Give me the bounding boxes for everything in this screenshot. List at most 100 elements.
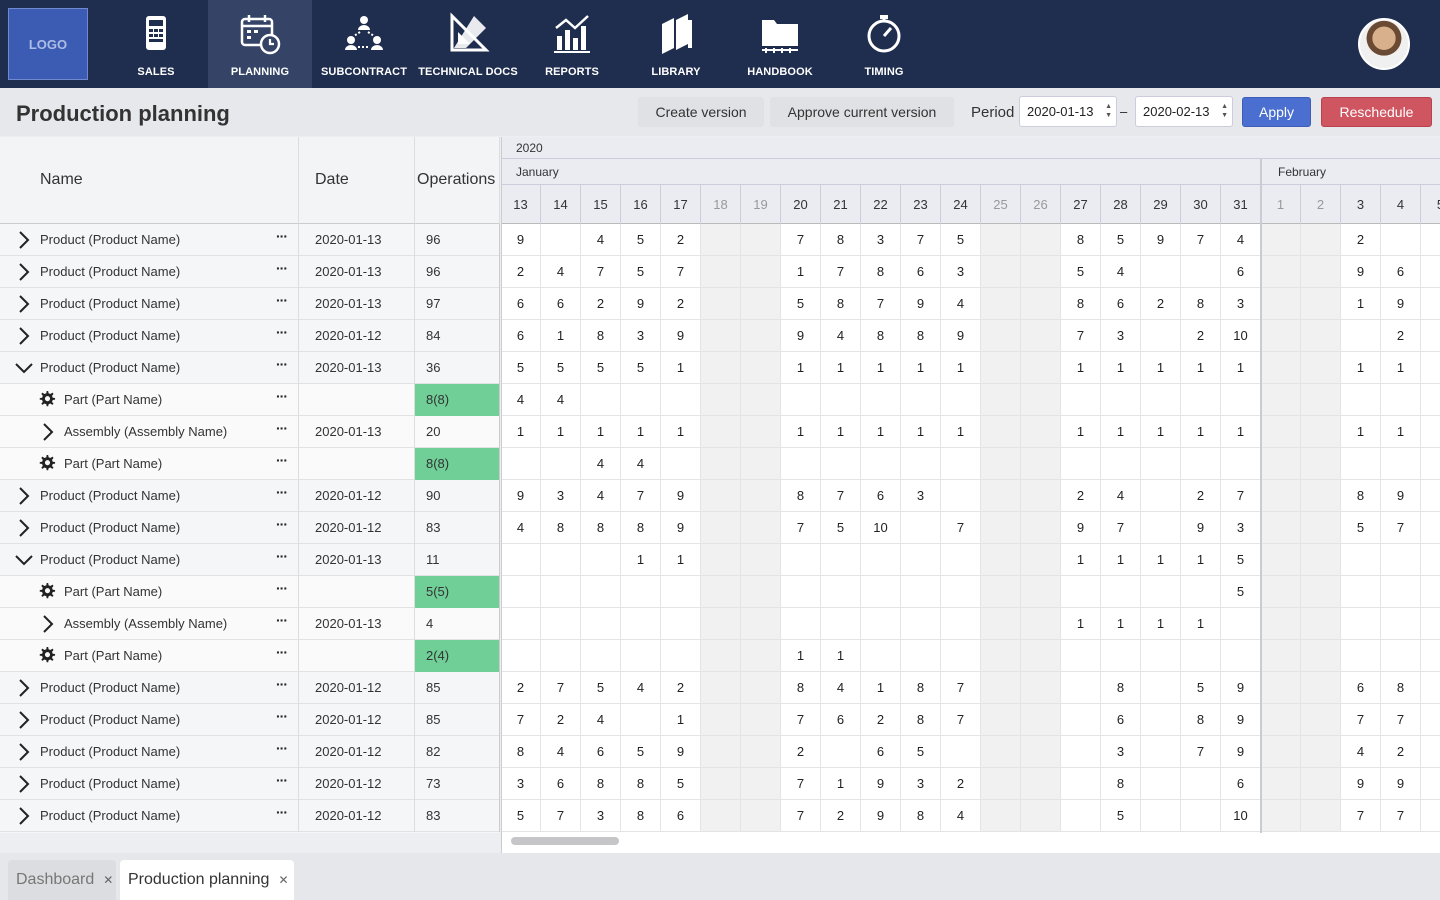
grid-cell[interactable] bbox=[941, 384, 981, 416]
grid-cell[interactable] bbox=[741, 352, 781, 384]
grid-cell[interactable] bbox=[1021, 576, 1061, 608]
grid-cell[interactable] bbox=[821, 544, 861, 576]
grid-cell[interactable] bbox=[1261, 672, 1301, 704]
grid-cell[interactable] bbox=[1261, 224, 1301, 256]
grid-cell[interactable] bbox=[1021, 448, 1061, 480]
grid-cell[interactable] bbox=[1341, 544, 1381, 576]
grid-cell[interactable]: 10 bbox=[1221, 800, 1261, 832]
grid-cell[interactable]: 2 bbox=[1061, 480, 1101, 512]
grid-cell[interactable]: 5 bbox=[1101, 224, 1141, 256]
grid-cell[interactable] bbox=[981, 736, 1021, 768]
grid-cell[interactable] bbox=[1341, 640, 1381, 672]
chevron-right-icon[interactable] bbox=[14, 326, 34, 346]
grid-cell[interactable]: 9 bbox=[661, 480, 701, 512]
grid-cell[interactable]: 7 bbox=[781, 512, 821, 544]
grid-cell[interactable]: 2 bbox=[821, 800, 861, 832]
grid-cell[interactable] bbox=[701, 672, 741, 704]
grid-cell[interactable]: 9 bbox=[1181, 512, 1221, 544]
chevron-right-icon[interactable] bbox=[38, 422, 58, 442]
grid-cell[interactable]: 4 bbox=[621, 672, 661, 704]
grid-cell[interactable] bbox=[741, 544, 781, 576]
grid-cell[interactable]: 8 bbox=[901, 704, 941, 736]
grid-cell[interactable] bbox=[1021, 736, 1061, 768]
grid-cell[interactable]: 1 bbox=[661, 352, 701, 384]
grid-cell[interactable]: 4 bbox=[1101, 256, 1141, 288]
grid-cell[interactable]: 6 bbox=[661, 800, 701, 832]
grid-cell[interactable] bbox=[821, 736, 861, 768]
grid-cell[interactable]: 2 bbox=[941, 768, 981, 800]
grid-cell[interactable] bbox=[621, 576, 661, 608]
calendar-grid[interactable]: 2020 January February 13 14 15 16 17 18 19 20 21… bbox=[501, 137, 1440, 853]
grid-cell[interactable]: 3 bbox=[1101, 320, 1141, 352]
grid-cell[interactable] bbox=[741, 320, 781, 352]
grid-cell[interactable]: 1 bbox=[1141, 416, 1181, 448]
grid-cell[interactable]: 5 bbox=[621, 736, 661, 768]
grid-cell[interactable] bbox=[1141, 640, 1181, 672]
grid-cell[interactable] bbox=[541, 448, 581, 480]
grid-cell[interactable] bbox=[1021, 704, 1061, 736]
grid-cell[interactable]: 1 bbox=[1061, 544, 1101, 576]
grid-cell[interactable] bbox=[1141, 512, 1181, 544]
grid-cell[interactable]: 6 bbox=[821, 704, 861, 736]
grid-cell[interactable] bbox=[1181, 384, 1221, 416]
grid-cell[interactable] bbox=[1261, 640, 1301, 672]
grid-cell[interactable] bbox=[1301, 512, 1341, 544]
table-row[interactable]: Part (Part Name) ··· 8(8) bbox=[0, 448, 500, 480]
table-row[interactable]: Part (Part Name) ··· 8(8) bbox=[0, 384, 500, 416]
grid-cell[interactable]: 9 bbox=[661, 736, 701, 768]
nav-handbook[interactable]: HANDBOOK bbox=[728, 0, 832, 88]
grid-cell[interactable]: 8 bbox=[901, 800, 941, 832]
grid-cell[interactable] bbox=[741, 256, 781, 288]
grid-cell[interactable]: 1 bbox=[661, 416, 701, 448]
more-options-icon[interactable]: ··· bbox=[276, 356, 288, 372]
grid-cell[interactable]: 4 bbox=[621, 448, 661, 480]
table-row[interactable]: Product (Product Name) ··· 2020-01-13 96 bbox=[0, 224, 500, 256]
grid-cell[interactable] bbox=[1421, 320, 1440, 352]
grid-cell[interactable] bbox=[1261, 416, 1301, 448]
grid-cell[interactable] bbox=[981, 352, 1021, 384]
chevron-right-icon[interactable] bbox=[14, 518, 34, 538]
grid-cell[interactable]: 4 bbox=[541, 256, 581, 288]
grid-cell[interactable]: 7 bbox=[581, 256, 621, 288]
grid-cell[interactable] bbox=[1021, 256, 1061, 288]
grid-cell[interactable]: 5 bbox=[1061, 256, 1101, 288]
grid-cell[interactable] bbox=[581, 384, 621, 416]
grid-cell[interactable]: 1 bbox=[541, 416, 581, 448]
chevron-right-icon[interactable] bbox=[38, 614, 58, 634]
spinner-icon[interactable]: ▲ ▼ bbox=[1105, 103, 1112, 119]
grid-cell[interactable]: 7 bbox=[502, 704, 541, 736]
grid-cell[interactable]: 1 bbox=[781, 256, 821, 288]
grid-cell[interactable] bbox=[741, 288, 781, 320]
table-row[interactable]: Product (Product Name) ··· 2020-01-12 85 bbox=[0, 704, 500, 736]
grid-cell[interactable] bbox=[701, 512, 741, 544]
grid-cell[interactable]: 1 bbox=[821, 416, 861, 448]
grid-cell[interactable]: 9 bbox=[1141, 224, 1181, 256]
grid-cell[interactable] bbox=[741, 512, 781, 544]
grid-cell[interactable]: 5 bbox=[661, 768, 701, 800]
more-options-icon[interactable]: ··· bbox=[276, 804, 288, 820]
grid-cell[interactable] bbox=[1421, 224, 1440, 256]
grid-cell[interactable]: 1 bbox=[1341, 352, 1381, 384]
grid-cell[interactable]: 7 bbox=[1381, 512, 1421, 544]
grid-cell[interactable]: 9 bbox=[661, 512, 701, 544]
grid-cell[interactable] bbox=[1261, 288, 1301, 320]
grid-cell[interactable]: 1 bbox=[1341, 416, 1381, 448]
grid-cell[interactable] bbox=[1021, 416, 1061, 448]
grid-cell[interactable]: 5 bbox=[821, 512, 861, 544]
grid-cell[interactable]: 7 bbox=[781, 768, 821, 800]
grid-cell[interactable] bbox=[1021, 480, 1061, 512]
grid-cell[interactable]: 7 bbox=[781, 224, 821, 256]
grid-cell[interactable] bbox=[1141, 576, 1181, 608]
grid-cell[interactable]: 9 bbox=[1341, 256, 1381, 288]
grid-cell[interactable]: 2 bbox=[1341, 224, 1381, 256]
grid-cell[interactable] bbox=[1021, 640, 1061, 672]
table-row[interactable]: Product (Product Name) ··· 2020-01-12 83 bbox=[0, 512, 500, 544]
grid-cell[interactable]: 9 bbox=[1381, 288, 1421, 320]
grid-cell[interactable] bbox=[1141, 704, 1181, 736]
grid-cell[interactable]: 8 bbox=[821, 224, 861, 256]
spinner-icon[interactable]: ▲ ▼ bbox=[1221, 103, 1228, 119]
column-header-operations[interactable]: Operations bbox=[415, 137, 500, 224]
grid-cell[interactable]: 3 bbox=[1221, 288, 1261, 320]
grid-cell[interactable] bbox=[1421, 736, 1440, 768]
grid-cell[interactable]: 8 bbox=[581, 320, 621, 352]
